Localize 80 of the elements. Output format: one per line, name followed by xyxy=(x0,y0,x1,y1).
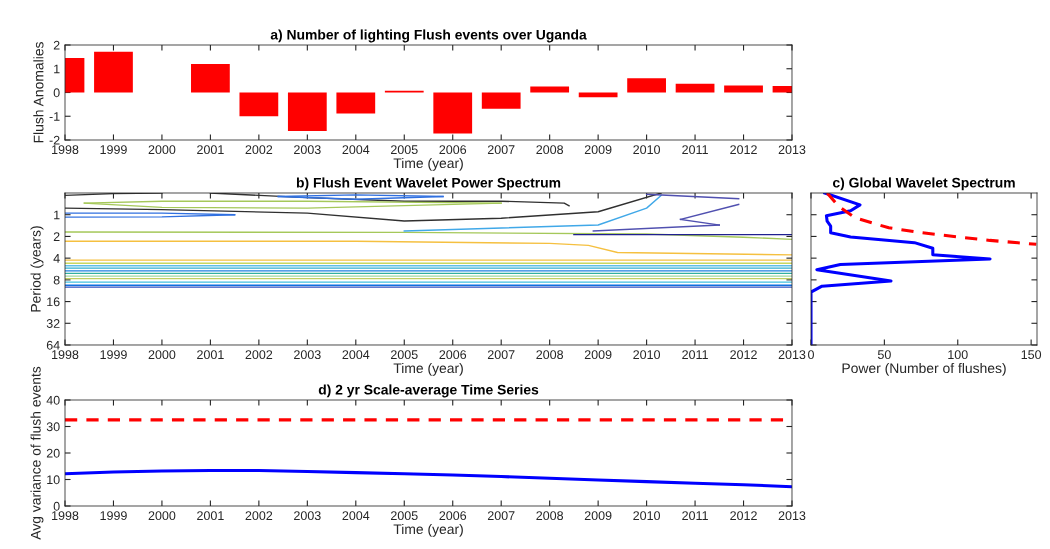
x-tick-label: 2002 xyxy=(245,145,273,155)
x-tick-label: 150 xyxy=(1021,350,1042,360)
x-tick-label: 2011 xyxy=(682,350,708,360)
x-tick-label: 1999 xyxy=(100,350,127,360)
x-tick-label: 2010 xyxy=(633,511,661,521)
x-tick-label: 2007 xyxy=(487,350,515,360)
x-tick-label: 2005 xyxy=(390,511,418,521)
y-tick-label: 1 xyxy=(54,210,60,220)
x-tick-label: 2013 xyxy=(778,511,806,521)
x-tick-label: 2010 xyxy=(633,145,661,155)
x-tick-label: 100 xyxy=(948,350,968,360)
x-tick-label: 2005 xyxy=(390,145,418,155)
x-axis-title: Power (Number of flushes) xyxy=(842,362,1006,376)
x-tick-label: 2000 xyxy=(148,350,176,360)
x-tick-label: 2005 xyxy=(390,350,418,360)
y-tick-label: 20 xyxy=(46,448,60,458)
x-tick-label: 2002 xyxy=(245,511,273,521)
y-tick-label: 10 xyxy=(47,475,60,485)
x-tick-label: 2008 xyxy=(536,145,564,155)
chart-title: d) 2 yr Scale-average Time Series xyxy=(318,384,539,398)
y-tick-label: 2 xyxy=(53,232,60,241)
y-tick-label: 0 xyxy=(53,501,60,511)
y-tick-label: 8 xyxy=(53,275,60,285)
y-tick-label: 0 xyxy=(53,88,60,98)
x-tick-label: 2003 xyxy=(294,145,321,155)
x-tick-label: 2011 xyxy=(682,511,708,521)
y-tick-label: 64 xyxy=(46,340,60,350)
x-tick-label: 2004 xyxy=(342,145,370,155)
x-tick-label: 2004 xyxy=(342,350,370,360)
x-tick-label: 2012 xyxy=(730,511,757,521)
y-tick-label: 1 xyxy=(54,64,60,74)
x-tick-label: 2010 xyxy=(633,350,661,360)
chart-title: c) Global Wavelet Spectrum xyxy=(832,177,1015,191)
x-tick-label: 2001 xyxy=(197,145,224,155)
x-tick-label: 2012 xyxy=(730,350,757,360)
x-tick-label: 2003 xyxy=(294,350,321,360)
y-axis-title: Period (years) xyxy=(30,226,44,312)
y-tick-label: 2 xyxy=(53,40,60,50)
x-tick-label: 2008 xyxy=(536,350,564,360)
x-tick-label: 2006 xyxy=(439,145,467,155)
x-tick-label: 2006 xyxy=(439,350,467,360)
x-tick-label: 50 xyxy=(877,350,891,360)
x-tick-label: 2001 xyxy=(197,350,224,360)
x-tick-label: 2009 xyxy=(584,350,612,360)
x-tick-label: 2000 xyxy=(148,145,176,155)
x-tick-label: 1998 xyxy=(52,350,79,360)
x-tick-label: 2007 xyxy=(487,511,515,521)
x-tick-label: 2012 xyxy=(730,145,757,155)
x-tick-label: 2007 xyxy=(487,145,515,155)
x-tick-label: 2006 xyxy=(439,511,467,521)
y-tick-label: 16 xyxy=(47,297,60,307)
x-tick-label: 1998 xyxy=(52,511,79,521)
x-axis-title: Time (year) xyxy=(393,157,463,171)
chart-title: a) Number of lighting Flush events over Uganda xyxy=(270,29,587,43)
x-tick-label: 2009 xyxy=(584,145,612,155)
x-tick-label: 2008 xyxy=(536,511,564,521)
x-tick-label: 2013 xyxy=(778,350,806,360)
x-axis-title: Time (year) xyxy=(393,362,463,376)
x-axis-title: Time (year) xyxy=(393,523,463,537)
x-tick-label: 2011 xyxy=(682,145,708,155)
x-tick-label: 0 xyxy=(808,350,814,360)
y-tick-label: 30 xyxy=(46,422,60,432)
x-tick-label: 2004 xyxy=(342,511,370,521)
x-tick-label: 2009 xyxy=(584,511,612,521)
y-tick-label: -2 xyxy=(49,135,60,145)
y-tick-label: 32 xyxy=(46,319,60,328)
y-tick-label: 40 xyxy=(46,395,60,405)
chart-title: b) Flush Event Wavelet Power Spectrum xyxy=(296,177,561,191)
y-tick-label: -1 xyxy=(49,112,60,121)
y-tick-label: 4 xyxy=(53,254,60,263)
x-tick-label: 2002 xyxy=(245,350,273,360)
x-tick-label: 2001 xyxy=(197,511,224,521)
x-tick-label: 1998 xyxy=(52,145,79,155)
x-tick-label: 2003 xyxy=(294,511,321,521)
x-tick-label: 1999 xyxy=(100,145,127,155)
x-tick-label: 2000 xyxy=(148,511,176,521)
x-tick-label: 2013 xyxy=(778,145,806,155)
x-tick-label: 1999 xyxy=(100,511,127,521)
y-axis-title: Avg variance of flush events xyxy=(30,366,44,540)
y-axis-title: Flush Anomalies xyxy=(33,42,44,143)
